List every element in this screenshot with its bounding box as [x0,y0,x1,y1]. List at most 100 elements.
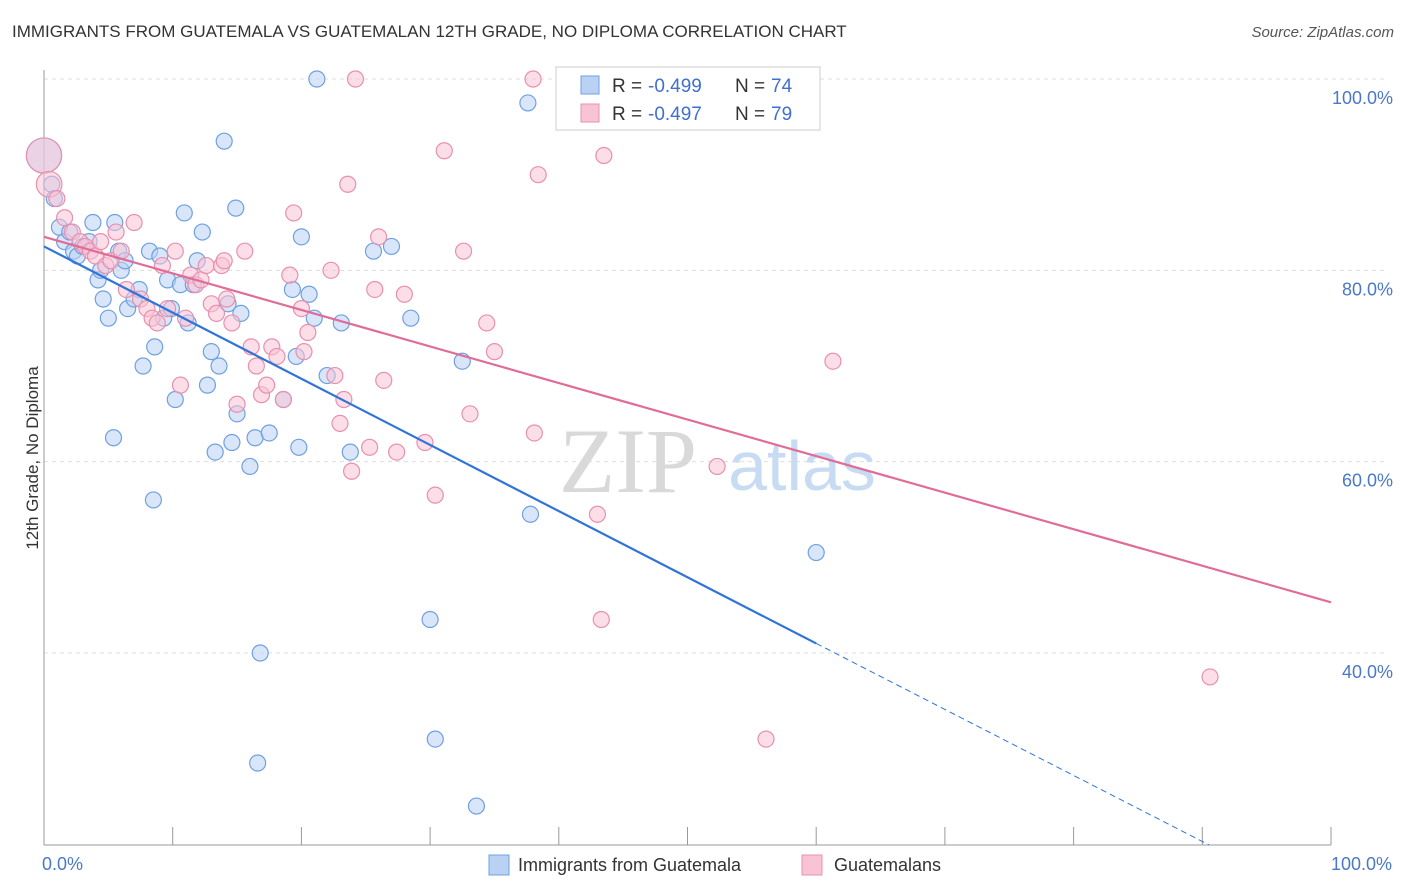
point-immigrants [144,491,162,509]
point-immigrants [84,213,102,232]
point-guatemalans [426,486,444,504]
legend-r-label: R = [612,104,642,125]
point-guatemalans [218,290,236,308]
point-immigrants [467,797,486,815]
point-immigrants [300,285,318,303]
point-immigrants [260,424,278,442]
point-immigrants [99,309,117,327]
point-guatemalans [228,395,246,413]
legend-n-value: 79 [771,104,792,125]
point-immigrants [341,443,359,461]
point-guatemalans [346,70,365,88]
point-guatemalans [236,242,254,260]
point-guatemalans [361,438,379,456]
point-guatemalans [708,457,726,476]
point-immigrants [290,438,308,456]
trend-lines [43,235,1332,846]
series-legend-label: Immigrants from Guatemala [518,855,742,875]
legend-box [555,66,821,131]
series-legend: Immigrants from Guatemala Guatemalans [488,854,941,876]
point-guatemalans [435,142,453,160]
series-legend-swatch-pink [801,854,823,876]
point-immigrants [146,338,164,356]
point-immigrants [421,610,439,629]
point-immigrants [104,429,123,447]
point-guatemalans [92,233,110,251]
grid [44,78,1387,654]
point-guatemalans [824,352,842,370]
point-guatemalans [588,505,607,523]
point-immigrants [283,280,301,299]
y-axis-title: 12th Grade, No Diploma [23,366,42,550]
chart-title: IMMIGRANTS FROM GUATEMALA VS GUATEMALAN … [12,22,847,41]
legend-n-label: N = [735,76,765,97]
point-guatemalans [207,304,226,322]
y-tick-label: 100.0% [1332,88,1393,108]
y-tick-label: 60.0% [1342,471,1393,491]
point-guatemalans [395,285,413,303]
series-legend-label: Guatemalans [834,855,941,875]
point-immigrants [292,228,310,246]
point-immigrants [193,223,211,241]
x-tick-label: 100.0% [1331,854,1392,874]
series-immigrants-points [25,70,825,815]
point-immigrants [166,390,184,409]
point-guatemalans [223,314,241,332]
legend-n-label: N = [735,104,765,125]
point-guatemalans [529,166,547,184]
point-guatemalans [295,343,313,361]
point-guatemalans [285,204,303,222]
point-guatemalans [478,314,496,332]
point-guatemalans [322,261,340,279]
point-immigrants [94,290,112,308]
point-immigrants [382,237,401,256]
point-guatemalans [55,209,74,227]
legend-r-label: R = [612,76,642,97]
x-tick-label: 0.0% [42,854,83,874]
point-guatemalans [595,146,613,165]
watermark-zip: ZIP [559,410,697,512]
point-guatemalans [388,443,406,461]
point-guatemalans [171,376,190,394]
point-immigrants [241,457,259,476]
legend-n-value: 74 [771,76,793,97]
point-immigrants [206,443,224,461]
point-guatemalans [268,347,286,366]
point-immigrants [521,505,540,523]
point-immigrants [402,309,420,327]
point-guatemalans [215,252,233,270]
series-guatemalans-points [25,70,1219,748]
point-guatemalans [525,424,543,442]
point-guatemalans [48,189,66,208]
point-immigrants [202,343,220,361]
point-guatemalans [247,357,265,375]
point-guatemalans [331,414,349,432]
axes: 40.0% 60.0% 80.0% 100.0% 0.0% 100.0% [42,70,1393,874]
point-guatemalans [370,228,388,246]
point-guatemalans [342,462,361,480]
legend-swatch-blue [580,75,600,95]
point-immigrants [223,433,241,452]
point-guatemalans [107,223,125,241]
point-immigrants [175,204,193,222]
point-guatemalans [375,371,393,389]
point-guatemalans [1201,668,1219,686]
point-guatemalans [326,366,344,385]
point-guatemalans [258,376,276,394]
point-guatemalans [757,730,775,748]
point-immigrants [134,357,152,375]
point-immigrants [426,730,444,748]
point-immigrants [249,754,267,772]
point-guatemalans [461,405,479,423]
trend-line-immigrants-extension [815,642,1210,846]
point-guatemalans [125,213,143,232]
point-guatemalans [524,70,542,88]
point-guatemalans [299,323,317,342]
point-guatemalans [25,137,63,174]
legend-r-value: -0.497 [648,104,702,125]
point-guatemalans [148,314,166,332]
point-immigrants [364,242,383,260]
trend-line-guatemalans [43,235,1332,604]
point-guatemalans [158,300,177,318]
point-immigrants [251,644,269,662]
